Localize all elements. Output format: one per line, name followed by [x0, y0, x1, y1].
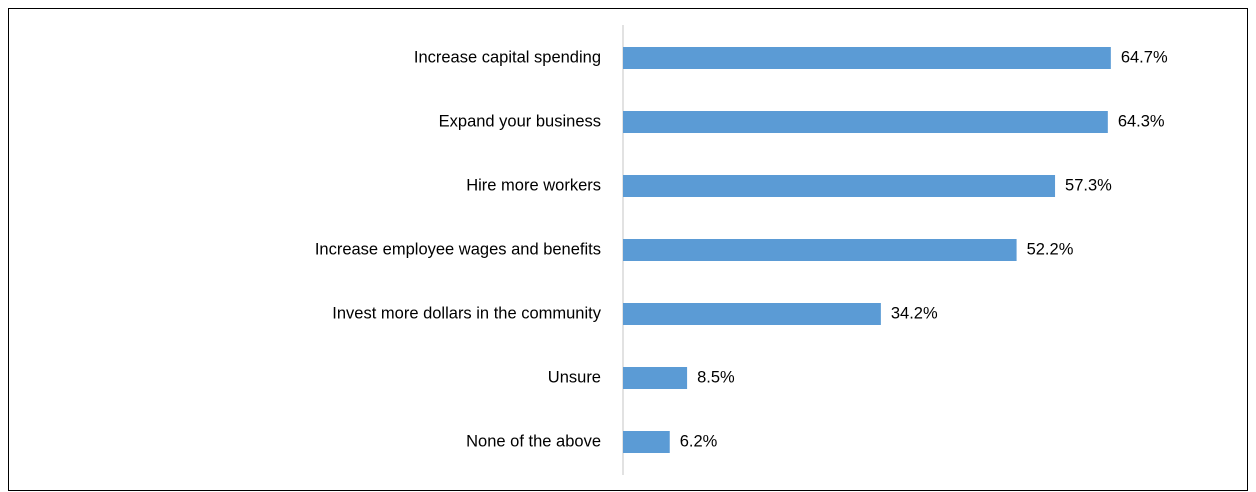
category-label: Increase employee wages and benefits [315, 240, 601, 258]
bar [623, 303, 881, 325]
category-label: Unsure [548, 368, 601, 386]
value-label: 64.7% [1121, 48, 1168, 66]
value-label: 34.2% [891, 304, 938, 322]
value-label: 8.5% [697, 368, 735, 386]
value-label: 57.3% [1065, 176, 1112, 194]
value-label: 52.2% [1027, 240, 1074, 258]
value-label: 64.3% [1118, 112, 1165, 130]
bar [623, 47, 1111, 69]
category-label: Hire more workers [466, 176, 601, 194]
bar [623, 367, 688, 389]
bar [623, 111, 1108, 133]
bar [623, 239, 1017, 261]
bar [623, 175, 1056, 197]
category-label: Increase capital spending [414, 48, 601, 66]
bar [623, 431, 670, 453]
category-label: None of the above [466, 432, 601, 450]
category-label: Expand your business [439, 112, 601, 130]
category-label: Invest more dollars in the community [332, 304, 601, 322]
value-label: 6.2% [680, 432, 718, 450]
chart-border [8, 8, 1248, 491]
